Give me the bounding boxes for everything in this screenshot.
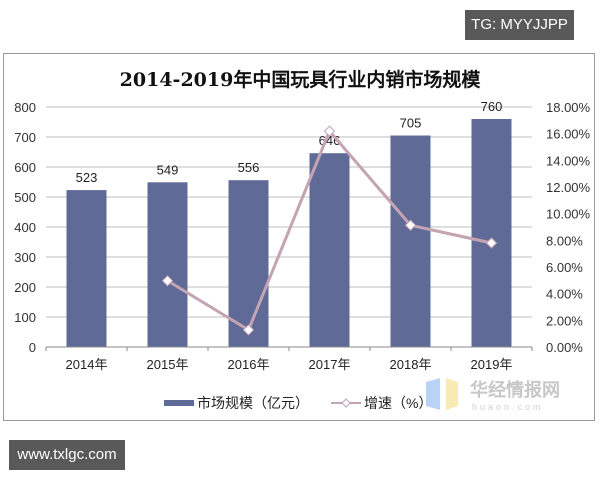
bar: [390, 135, 431, 347]
bar-value-label: 549: [157, 162, 179, 177]
left-tick-label: 500: [14, 190, 36, 205]
line-series: [161, 125, 498, 336]
x-tick-label: 2018年: [390, 357, 432, 372]
bar-value-label: 705: [400, 116, 422, 131]
bar: [228, 180, 269, 347]
huaon-logo: 华经情报网 huaon.com: [426, 378, 560, 412]
right-tick-label: 4.00%: [546, 287, 583, 302]
bar: [66, 190, 107, 347]
diamond-marker-icon: [404, 219, 417, 231]
left-axis: 0 100 200 300 400 500 600 700 800: [14, 100, 36, 355]
logo-en-text: huaon.com: [472, 402, 544, 412]
bar: [147, 182, 188, 347]
left-tick-label: 400: [14, 220, 36, 235]
right-tick-label: 0.00%: [546, 340, 583, 355]
right-tick-label: 10.00%: [546, 207, 591, 222]
chart-frame: [3, 53, 595, 421]
diamond-marker-icon: [485, 237, 498, 249]
right-tick-label: 18.00%: [546, 100, 591, 115]
logo-blue-shape: [426, 378, 440, 410]
right-tick-label: 6.00%: [546, 260, 583, 275]
left-tick-label: 100: [14, 310, 36, 325]
diamond-marker-icon: [323, 125, 336, 137]
legend: 市场规模（亿元） 增速（%）: [164, 395, 432, 411]
right-tick-label: 14.00%: [546, 153, 591, 168]
x-tick-label: 2014年: [66, 357, 108, 372]
left-tick-label: 0: [29, 340, 36, 355]
right-tick-label: 2.00%: [546, 313, 583, 328]
legend-diamond-icon: [341, 398, 351, 408]
x-tick-label: 2016年: [228, 357, 270, 372]
left-tick-label: 600: [14, 160, 36, 175]
bar-value-label: 523: [76, 170, 98, 185]
x-tick-label: 2019年: [471, 357, 513, 372]
right-tick-label: 8.00%: [546, 233, 583, 248]
logo-cn-text: 华经情报网: [470, 379, 560, 400]
bar: [471, 119, 512, 347]
right-tick-label: 16.00%: [546, 127, 591, 142]
x-axis: 2014年 2015年 2016年 2017年 2018年 2019年: [45, 346, 533, 372]
watermark-tg-badge: TG: MYYJJPP: [465, 10, 574, 40]
diamond-marker-icon: [161, 275, 174, 287]
left-tick-label: 300: [14, 250, 36, 265]
chart-title: 2014-2019年中国玩具行业内销市场规模: [120, 68, 482, 91]
diamond-marker-icon: [242, 324, 255, 336]
left-tick-label: 800: [14, 100, 36, 115]
bar-value-label: 760: [481, 99, 503, 114]
watermark-url-badge: www.txlgc.com: [9, 440, 125, 470]
legend-line-label: 增速（%）: [364, 395, 432, 411]
logo-yellow-shape: [446, 378, 458, 410]
bar-value-label: 556: [238, 160, 260, 175]
x-tick-label: 2015年: [147, 357, 189, 372]
legend-bar-swatch: [164, 400, 194, 406]
legend-bar-label: 市场规模（亿元）: [197, 395, 309, 411]
gridlines: [46, 106, 532, 318]
right-axis: 0.00% 2.00% 4.00% 6.00% 8.00% 10.00% 12.00% 14.…: [546, 100, 591, 355]
left-tick-label: 700: [14, 130, 36, 145]
x-tick-label: 2017年: [309, 357, 351, 372]
left-tick-label: 200: [14, 280, 36, 295]
right-tick-label: 12.00%: [546, 180, 591, 195]
bar: [309, 153, 350, 347]
